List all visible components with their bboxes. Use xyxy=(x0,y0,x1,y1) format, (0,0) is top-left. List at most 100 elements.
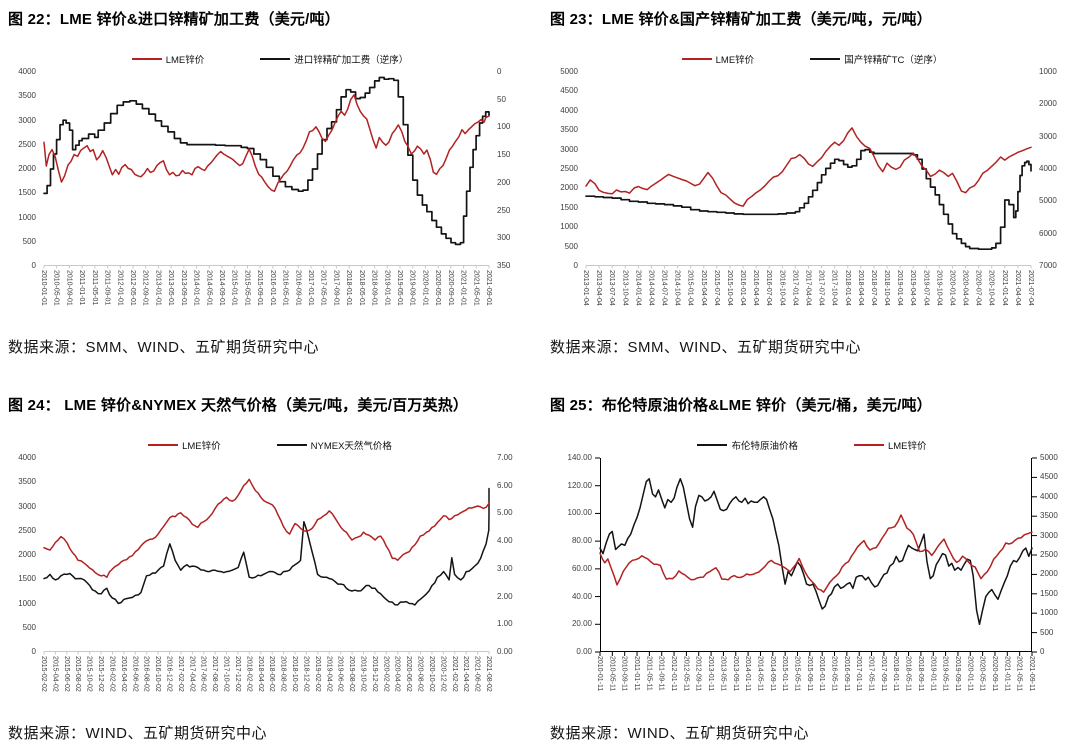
x-axis-label: 2019-08-02 xyxy=(348,656,356,692)
axis-tick-label: 1000 xyxy=(1039,67,1057,76)
axis-tick-label: 60.00 xyxy=(571,563,592,573)
legend-item: 国产锌精矿TC（逆序） xyxy=(810,52,942,66)
x-axis-label: 2013-04-04 xyxy=(595,270,603,306)
red-series-line xyxy=(585,127,1032,207)
x-axis-label: 2020-04-04 xyxy=(961,270,969,306)
chart-canvas xyxy=(585,127,1032,269)
x-axis-label: 2018-10-02 xyxy=(291,656,299,692)
x-axis-label: 2011-09-01 xyxy=(103,270,111,306)
x-axis-label: 2021-01-04 xyxy=(1000,270,1008,306)
x-axis-label: 2016-10-04 xyxy=(778,270,786,306)
x-axis-label: 2013-01-11 xyxy=(707,656,715,692)
x-axis-label: 2011-01-01 xyxy=(78,270,86,306)
axis-tick-label: 2500 xyxy=(1040,550,1058,559)
x-axis-label: 2017-10-04 xyxy=(830,270,838,306)
x-axis-label: 2020-09-11 xyxy=(990,656,998,692)
axis-tick-label: 3500 xyxy=(1040,511,1058,521)
x-axis-label: 2015-05-01 xyxy=(243,270,251,306)
x-axis-label: 2020-01-01 xyxy=(421,270,429,306)
x-axis-label: 2020-01-11 xyxy=(966,656,974,692)
legend-label: LME锌价 xyxy=(715,55,755,66)
x-axis-label: 2015-12-02 xyxy=(97,656,105,692)
black-line-icon xyxy=(810,58,841,60)
x-axis-label: 2019-09-01 xyxy=(408,270,416,306)
axis-tick-label: 0 xyxy=(31,647,36,656)
x-axis-label: 2014-01-01 xyxy=(192,270,200,306)
axis-tick-label: 2000 xyxy=(1039,99,1057,109)
x-axis-label: 2012-09-11 xyxy=(694,656,702,692)
figure-23-plot: 5000 4500 4000 3500 3000 2500 2000 1500 1000 500 0… xyxy=(546,6,1078,370)
x-axis-label: 2014-10-04 xyxy=(673,270,681,306)
x-axis-label: 2013-09-01 xyxy=(179,270,187,306)
x-axis-label: 2020-05-01 xyxy=(434,270,442,306)
x-axis-label: 2018-04-02 xyxy=(256,656,264,692)
figure-24-legend: LME锌价 NYMEX天然气价格 xyxy=(4,438,536,452)
axis-tick-label: 7.00 xyxy=(497,453,513,462)
axis-tick-label: 1000 xyxy=(560,222,578,232)
axis-tick-label: 50 xyxy=(497,94,506,104)
x-axis-label: 2017-06-02 xyxy=(199,656,207,692)
axis-tick-label: 1000 xyxy=(18,598,36,608)
x-axis-label: 2017-12-02 xyxy=(233,656,241,692)
x-axis-label: 2011-05-01 xyxy=(90,270,98,306)
axis-tick-label: 4000 xyxy=(560,105,578,115)
x-axis-label: 2021-01-01 xyxy=(459,270,467,306)
x-axis-label: 2019-09-11 xyxy=(953,656,961,692)
axis-tick-label: 4.00 xyxy=(497,536,513,546)
x-axis-label: 2021-09-01 xyxy=(485,270,492,306)
axis-tick-label: 2.00 xyxy=(497,591,513,601)
axis-tick-label: 2500 xyxy=(18,139,36,149)
x-axis-label: 2019-10-04 xyxy=(935,270,943,306)
axis-tick-label: 0.00 xyxy=(497,647,513,656)
axis-tick-label: 200 xyxy=(497,177,511,187)
x-axis-label: 2017-04-04 xyxy=(804,270,812,306)
x-axis-label: 2014-09-11 xyxy=(768,656,776,692)
legend-item: NYMEX天然气价格 xyxy=(276,438,392,452)
x-axis-label: 2021-05-11 xyxy=(1015,656,1023,692)
axis-tick-label: 2500 xyxy=(18,525,36,535)
legend-label: LME锌价 xyxy=(182,441,221,452)
x-axis-label: 2012-05-11 xyxy=(682,656,690,692)
x-axis-label: 2020-04-02 xyxy=(393,656,401,692)
x-axis-label: 2018-09-01 xyxy=(370,270,378,306)
x-axis-label: 2012-01-01 xyxy=(116,270,124,306)
x-axis-label: 2015-10-04 xyxy=(725,270,733,306)
figure-22-source: 数据来源：SMM、WIND、五矿期货研究中心 xyxy=(8,339,319,356)
black-line-icon xyxy=(697,444,728,446)
x-axis-label: 2021-02-02 xyxy=(450,656,458,692)
x-axis-label: 2018-06-02 xyxy=(268,656,276,692)
x-axis-label: 2016-06-02 xyxy=(131,656,139,692)
x-axis-label: 2019-05-01 xyxy=(396,270,403,306)
x-axis-label: 2015-04-04 xyxy=(699,270,707,306)
x-axis-label: 2017-02-02 xyxy=(176,656,184,692)
axis-tick-label: 5.00 xyxy=(497,508,513,518)
x-axis-label: 2010-05-11 xyxy=(608,656,616,692)
x-axis-label: 2020-07-04 xyxy=(974,270,982,306)
figure-22-legend: LME锌价 进口锌精矿加工费（逆序） xyxy=(4,52,536,66)
axis-tick-label: 4000 xyxy=(18,67,36,76)
axis-tick-label: 2000 xyxy=(1040,569,1058,579)
x-axis-label: 2016-10-02 xyxy=(154,656,162,692)
red-series-line xyxy=(43,94,490,193)
x-axis-label: 2016-09-11 xyxy=(842,656,850,692)
x-axis-label: 2010-05-01 xyxy=(52,270,60,306)
axis-tick-label: 1500 xyxy=(1040,588,1058,598)
figure-22-panel: 图 22：LME 锌价&进口锌精矿加工费（美元/吨） LME锌价 进口锌精矿加工… xyxy=(4,6,536,370)
figure-25-legend: 布伦特原油价格 LME锌价 xyxy=(546,438,1078,452)
x-axis-label: 2015-07-04 xyxy=(712,270,720,306)
x-axis-label: 2014-09-01 xyxy=(218,270,225,306)
x-axis-label: 2018-01-04 xyxy=(843,270,851,306)
x-axis-label: 2021-04-04 xyxy=(1013,270,1021,306)
axis-tick-label: 0 xyxy=(1040,647,1045,656)
axis-tick-label: 1500 xyxy=(560,202,578,212)
x-axis-label: 2015-01-11 xyxy=(781,656,789,692)
x-axis-label: 2010-09-11 xyxy=(620,656,628,692)
x-axis-label: 2016-02-02 xyxy=(108,656,116,692)
x-axis-label: 2020-06-02 xyxy=(405,656,413,692)
legend-item: LME锌价 xyxy=(148,438,221,452)
x-axis-label: 2017-10-02 xyxy=(222,656,230,692)
axis-tick-label: 3000 xyxy=(18,501,36,511)
axis-tick-label: 4500 xyxy=(1040,472,1058,482)
chart-canvas xyxy=(43,478,490,655)
